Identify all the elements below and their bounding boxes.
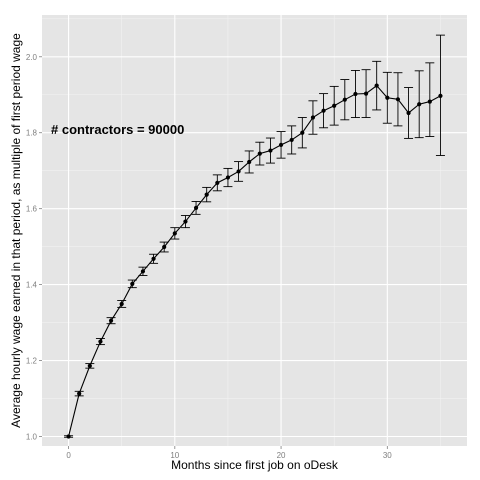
data-point (140, 269, 146, 274)
data-point (257, 151, 262, 156)
data-point (172, 231, 177, 236)
data-point (374, 83, 379, 88)
y-axis-title: Average hourly wage earned in that perio… (9, 33, 23, 428)
data-point (247, 159, 252, 165)
data-point (204, 192, 209, 197)
grid-major (42, 15, 467, 446)
data-point (98, 339, 103, 344)
data-points (66, 83, 443, 439)
data-point (225, 175, 231, 180)
data-point (395, 97, 401, 102)
data-point (289, 137, 294, 143)
data-point (87, 363, 92, 368)
x-tick-label: 20 (277, 451, 286, 460)
y-tick-label: 1.8 (26, 129, 38, 138)
data-point (332, 103, 337, 108)
data-point (438, 93, 443, 98)
y-tick-label: 2.0 (26, 53, 38, 62)
data-point (353, 91, 358, 97)
data-point (151, 256, 156, 261)
data-point (300, 130, 305, 135)
data-point (385, 95, 390, 100)
series-line (68, 84, 441, 437)
data-point (130, 281, 135, 286)
data-point (183, 219, 188, 224)
x-axis-title: Months since first job on oDesk (171, 458, 339, 472)
data-point (321, 108, 326, 113)
data-point (268, 148, 273, 153)
data-point (119, 301, 124, 307)
x-axis-ticks: 0 10 20 30 (66, 446, 392, 460)
y-tick-label: 1.4 (26, 281, 38, 290)
data-point (162, 244, 167, 250)
data-point (193, 205, 199, 211)
data-point (77, 391, 82, 396)
data-point (363, 91, 369, 96)
y-axis-ticks: 1.0 1.2 1.4 1.6 1.8 2.0 (26, 53, 42, 442)
x-tick-label: 10 (170, 451, 179, 460)
plot-panel (42, 15, 467, 446)
data-point (66, 434, 71, 439)
data-point (342, 97, 347, 102)
data-point (310, 115, 316, 120)
x-tick-label: 0 (66, 451, 71, 460)
data-point (108, 318, 114, 323)
y-tick-label: 1.6 (26, 205, 38, 214)
data-point (417, 102, 422, 107)
contractor-count-annotation: # contractors = 90000 (51, 122, 184, 137)
y-tick-label: 1.0 (26, 433, 38, 442)
x-tick-label: 30 (383, 451, 392, 460)
y-tick-label: 1.2 (26, 357, 38, 366)
data-point (236, 169, 241, 174)
data-point (215, 180, 220, 185)
data-point (406, 110, 411, 116)
data-point (278, 142, 284, 147)
data-point (427, 99, 432, 104)
